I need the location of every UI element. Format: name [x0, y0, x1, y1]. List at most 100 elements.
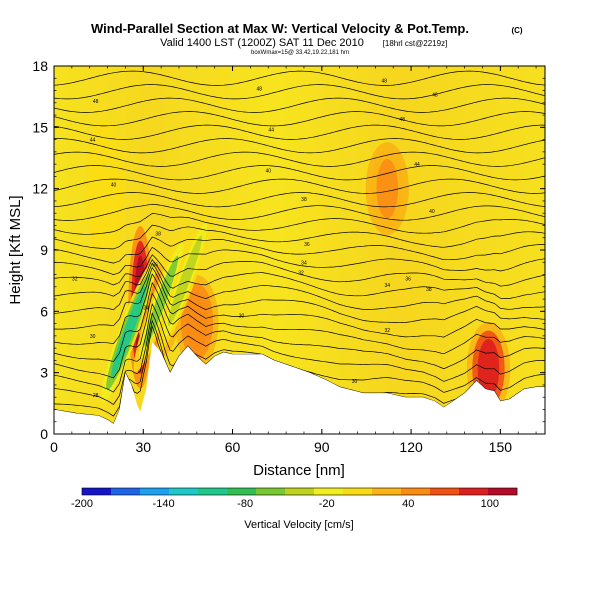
- isentrope-label: 44: [90, 138, 96, 144]
- isentrope-line: [54, 111, 545, 127]
- isentrope-labels: 28 30 32 34 36 38 40 44 48 30 32 34 36 40 38 44 48 34 36 38…: [72, 78, 438, 399]
- isentrope-line: [54, 246, 545, 275]
- isentrope-label: 48: [93, 99, 99, 105]
- colorbar-swatch: [314, 488, 344, 495]
- colorbar-swatch: [82, 488, 112, 495]
- x-tick-label: 120: [399, 439, 423, 455]
- y-tick-label: 12: [32, 181, 48, 197]
- isentrope-line: [54, 213, 545, 235]
- y-tick-label: 3: [40, 365, 48, 381]
- isentrope-line: [54, 70, 545, 86]
- isentrope-line: [54, 124, 545, 140]
- isentrope-line: [54, 84, 545, 100]
- x-tick-label: 90: [314, 439, 330, 455]
- isentrope-line: [54, 303, 545, 393]
- y-tick-label: 18: [32, 58, 48, 74]
- isentrope-line: [54, 165, 545, 181]
- colorbar-swatch: [285, 488, 315, 495]
- x-tick-label: 0: [50, 439, 58, 455]
- isentrope-label: 44: [414, 162, 420, 168]
- colorbar: -200 -140 -80 -20 40 100: [71, 487, 518, 510]
- x-axis: 0 30 60 90 120 150: [50, 66, 537, 455]
- isentrope-label: 28: [93, 393, 99, 399]
- colorbar-swatch: [372, 488, 402, 495]
- isentrope-label: 44: [268, 127, 274, 133]
- colorbar-swatch: [111, 488, 141, 495]
- isentrope-label: 48: [382, 78, 388, 84]
- isentrope-line: [54, 258, 545, 299]
- chart-title: Wind-Parallel Section at Max W: Vertical…: [91, 21, 469, 36]
- isentrope-line: [54, 192, 545, 208]
- isentrope-label: 48: [399, 117, 405, 123]
- colorbar-swatch: [169, 488, 199, 495]
- colorbar-tick-label: -20: [319, 498, 335, 510]
- y-tick-label: 15: [32, 119, 48, 135]
- isentrope-label: 30: [90, 334, 96, 340]
- x-axis-label: Distance [nm]: [253, 462, 345, 479]
- isentrope-label: 34: [301, 260, 307, 266]
- isentrope-line: [54, 138, 545, 154]
- colorbar-tick-label: -140: [153, 498, 175, 510]
- isentrope-line: [54, 273, 545, 345]
- colorbar-swatch: [227, 488, 257, 495]
- isentrope-label: 32: [298, 271, 304, 277]
- isentrope-line: [54, 178, 545, 194]
- terrain: [54, 342, 545, 434]
- isentrope-line: [54, 262, 545, 314]
- velocity-field: [85, 119, 511, 415]
- x-tick-label: 150: [489, 439, 513, 455]
- isentrope-line: [54, 254, 545, 287]
- isentrope-label: 36: [304, 242, 310, 248]
- isentrope-line: [54, 292, 545, 379]
- isentrope-label: 40: [265, 168, 271, 174]
- isentrope-label: 34: [143, 305, 149, 311]
- subtitle-main: Valid 1400 LST (1200Z) SAT 11 Dec 2010: [160, 37, 364, 49]
- isentrope-label: 36: [152, 262, 158, 268]
- isentrope-label: 36: [405, 277, 411, 283]
- isentrope-label: 38: [426, 287, 432, 293]
- isentrope-label: 38: [301, 197, 307, 203]
- y-tick-label: 0: [40, 426, 48, 442]
- isentrope-label: 30: [239, 313, 245, 319]
- isentrope-line: [54, 203, 545, 221]
- colorbar-tick-label: 40: [402, 498, 414, 510]
- isentrope-line: [54, 282, 545, 362]
- colorbar-swatch: [488, 488, 518, 495]
- colorbar-tick-label: 100: [481, 498, 499, 510]
- colorbar-swatch: [401, 488, 431, 495]
- y-tick-label: 9: [40, 242, 48, 258]
- colorbar-tick-label: -200: [71, 498, 93, 510]
- x-tick-label: 60: [225, 439, 241, 455]
- isentrope-label: 32: [72, 277, 78, 283]
- subtitle-small: [18hrl cst@2219z]: [383, 39, 448, 48]
- colorbar-frame: [81, 487, 518, 496]
- colorbar-swatch: [140, 488, 170, 495]
- isentrope-label: 38: [155, 232, 161, 238]
- colorbar-swatch: [430, 488, 460, 495]
- updraft-zone: [186, 291, 208, 352]
- colorbar-swatch: [343, 488, 373, 495]
- isentrope-line: [54, 236, 545, 264]
- isentrope-line: [54, 97, 545, 113]
- isentrope-label: 48: [432, 93, 438, 99]
- isentrope-label: 34: [385, 283, 391, 289]
- colorbar-swatch: [256, 488, 286, 495]
- colorbar-label: Vertical Velocity [cm/s]: [244, 519, 353, 531]
- colorbar-swatch: [459, 488, 489, 495]
- isentrope-label: 40: [111, 183, 117, 189]
- isentrope-line: [54, 151, 545, 167]
- downdraft-zone: [111, 286, 146, 378]
- x-tick-label: 30: [135, 439, 151, 455]
- isentrope-label: 40: [429, 209, 435, 215]
- title-badge: (C): [511, 26, 522, 35]
- colorbar-swatch: [198, 488, 228, 495]
- isentrope-label: 48: [257, 87, 263, 93]
- y-tick-label: 6: [40, 303, 48, 319]
- updraft-zone: [376, 159, 399, 219]
- subtitle-secondary: boxWmax=15@ 33.42,19.22,181 hm: [251, 50, 349, 56]
- isentrope-line: [54, 266, 545, 330]
- isentrope-label: 30: [352, 379, 358, 385]
- isentrope-label: 32: [385, 328, 391, 334]
- colorbar-tick-label: -80: [237, 498, 253, 510]
